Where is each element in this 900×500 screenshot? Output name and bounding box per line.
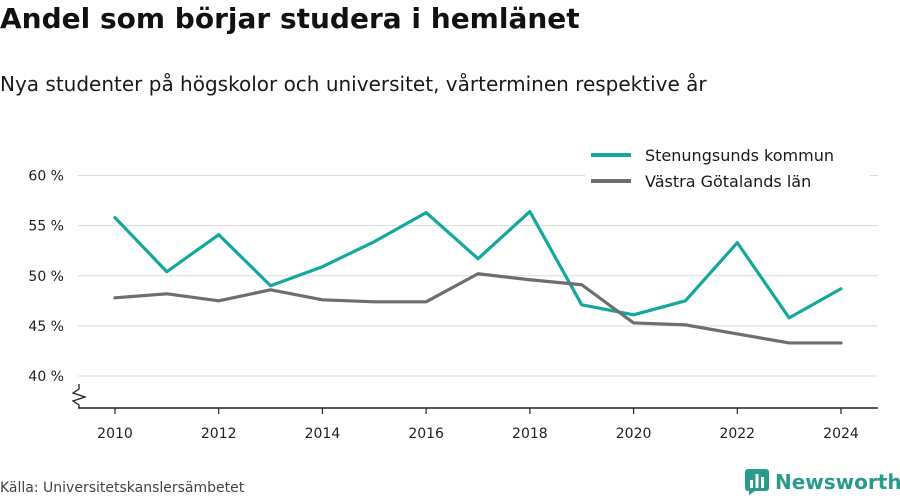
x-tick-label: 2016: [408, 426, 444, 442]
chart-subtitle: Nya studenter på högskolor och universit…: [0, 72, 707, 96]
x-tick-label: 2018: [512, 426, 548, 442]
y-tick-label: 55 %: [28, 219, 64, 235]
legend-label: Västra Götalands län: [645, 172, 811, 191]
brand-logo[interactable]: Newsworthy: [745, 468, 900, 496]
legend-box: [585, 142, 870, 192]
x-tick-label: 2012: [201, 426, 237, 442]
brand-name: Newsworthy: [775, 470, 900, 494]
bar-chart-logo-icon: [745, 469, 769, 495]
series-line-1: [113, 209, 843, 320]
y-axis-break-icon: [71, 384, 88, 408]
x-tick-label: 2014: [305, 426, 341, 442]
x-tick-label: 2024: [823, 426, 859, 442]
y-tick-label: 60 %: [28, 169, 64, 185]
source-note: Källa: Universitetskanslersämbetet: [0, 480, 245, 496]
x-tick-label: 2010: [97, 426, 133, 442]
x-tick-label: 2020: [616, 426, 652, 442]
x-tick-label: 2022: [719, 426, 755, 442]
y-tick-label: 45 %: [28, 319, 64, 335]
chart-title: Andel som börjar studera i hemlänet: [0, 2, 580, 35]
series-line-2: [113, 272, 843, 345]
legend-label: Stenungsunds kommun: [645, 146, 834, 165]
y-tick-label: 40 %: [28, 369, 64, 385]
y-tick-label: 50 %: [28, 269, 64, 285]
